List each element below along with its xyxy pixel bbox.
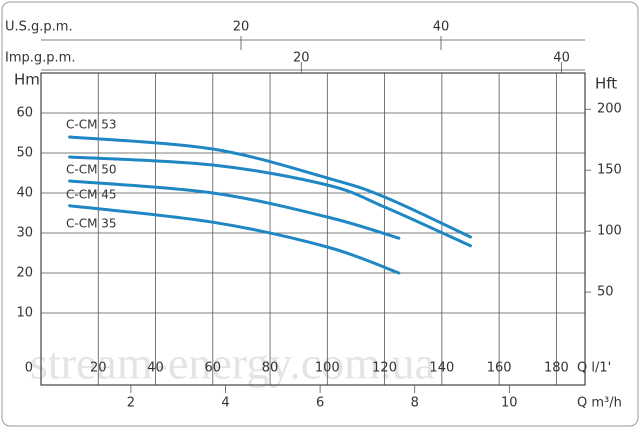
x2-axis-label: Q m³/h <box>577 396 622 411</box>
pump-curve <box>68 155 472 248</box>
series-label: C-CM 45 <box>66 188 117 202</box>
x-tick-label: 80 <box>262 361 279 376</box>
x2-tick-label: 6 <box>316 396 324 411</box>
y-tick-label: 50 <box>16 146 33 161</box>
x-tick-label: 20 <box>90 361 107 376</box>
x-tick-label: 120 <box>372 361 397 376</box>
x-tick-label: 180 <box>544 361 569 376</box>
x2-tick-label: 4 <box>221 396 229 411</box>
top-tick-label: 40 <box>433 20 450 35</box>
top2-tick-label: 40 <box>553 51 570 66</box>
x-tick-label: 140 <box>429 361 454 376</box>
top2-tick-label: 20 <box>293 51 310 66</box>
watermark: stream-energy.com.ua <box>30 338 435 389</box>
pump-curve <box>68 135 472 239</box>
y2-tick-label: 200 <box>597 102 622 117</box>
x-tick-label: 160 <box>487 361 512 376</box>
x-tick-label: 0 <box>25 361 33 376</box>
series-label: C-CM 53 <box>66 118 117 132</box>
plot-frame <box>40 72 586 386</box>
top-axis-label: U.S.g.p.m. <box>5 20 73 35</box>
top-tick-label: 20 <box>233 20 250 35</box>
x-axis-label: Q l/1' <box>577 361 611 376</box>
series-label: C-CM 50 <box>66 163 117 177</box>
pump-curve <box>68 179 401 240</box>
y2-axis-label: Hft <box>595 75 617 93</box>
top2-axis-label: Imp.g.p.m. <box>5 51 75 66</box>
x-tick-label: 100 <box>315 361 340 376</box>
y-tick-label: 30 <box>16 226 33 241</box>
y-tick-label: 10 <box>16 306 33 321</box>
x2-tick-label: 2 <box>127 396 135 411</box>
y-tick-label: 40 <box>16 186 33 201</box>
x2-tick-label: 10 <box>501 396 518 411</box>
y-axis-label: Hm <box>14 71 40 89</box>
y-tick-label: 60 <box>16 106 33 121</box>
series-label: C-CM 35 <box>66 216 117 230</box>
y2-tick-label: 50 <box>597 285 614 300</box>
pump-curve <box>68 204 401 275</box>
y2-tick-label: 100 <box>597 224 622 239</box>
x-tick-label: 40 <box>147 361 164 376</box>
y-tick-label: 20 <box>16 266 33 281</box>
x-tick-label: 60 <box>205 361 222 376</box>
x2-tick-label: 8 <box>411 396 419 411</box>
y2-tick-label: 150 <box>597 163 622 178</box>
